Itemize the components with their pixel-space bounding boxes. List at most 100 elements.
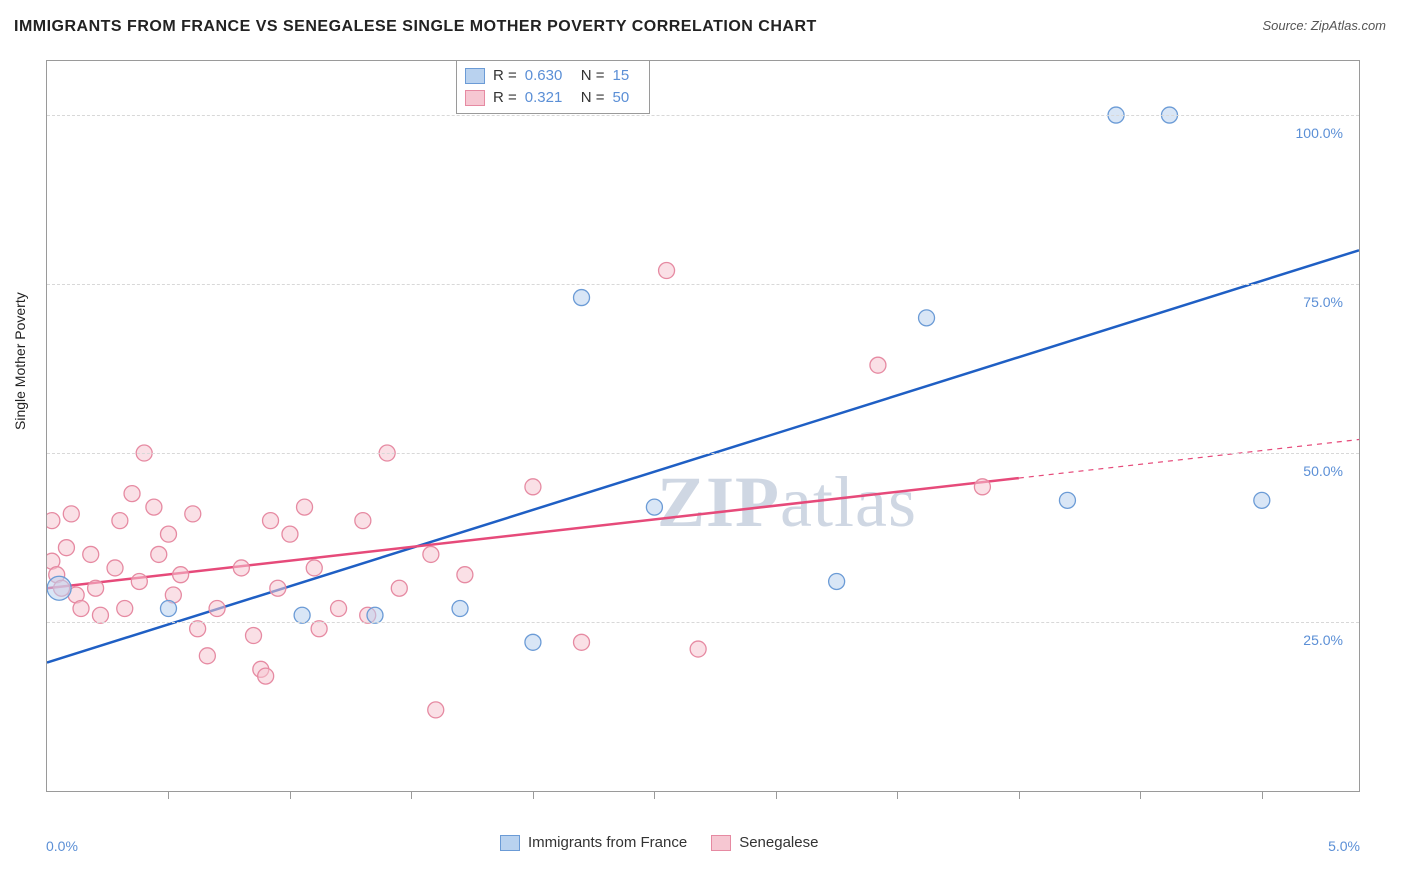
x-tick-label-max: 5.0% <box>1328 838 1360 854</box>
data-point-senegalese <box>83 546 99 562</box>
x-tick <box>1262 791 1263 799</box>
gridline-h <box>47 115 1359 116</box>
data-point-senegalese <box>574 634 590 650</box>
data-point-senegalese <box>117 601 133 617</box>
legend-bottom: Immigrants from France Senegalese <box>500 834 818 851</box>
x-tick <box>897 791 898 799</box>
legend-swatch <box>711 835 731 851</box>
data-point-senegalese <box>457 567 473 583</box>
data-point-senegalese <box>331 601 347 617</box>
data-point-senegalese <box>92 607 108 623</box>
legend-swatch <box>500 835 520 851</box>
x-tick-label-min: 0.0% <box>46 838 78 854</box>
legend-series-label: Immigrants from France <box>528 834 687 851</box>
x-tick <box>411 791 412 799</box>
legend-top-row: R = 0.630 N = 15 <box>465 65 641 87</box>
data-point-senegalese <box>870 357 886 373</box>
data-point-senegalese <box>270 580 286 596</box>
trend-line-france <box>47 250 1359 662</box>
data-point-senegalese <box>190 621 206 637</box>
data-point-senegalese <box>112 513 128 529</box>
y-tick-label: 50.0% <box>1303 463 1343 479</box>
data-point-senegalese <box>525 479 541 495</box>
legend-r-value: 0.321 <box>525 87 573 109</box>
data-point-senegalese <box>258 668 274 684</box>
plot-svg <box>47 61 1359 791</box>
legend-n-value: 50 <box>613 87 641 109</box>
data-point-senegalese <box>199 648 215 664</box>
legend-bottom-item: Immigrants from France <box>500 834 687 851</box>
data-point-france <box>47 576 71 600</box>
x-tick <box>1140 791 1141 799</box>
data-point-senegalese <box>124 486 140 502</box>
data-point-senegalese <box>311 621 327 637</box>
data-point-france <box>294 607 310 623</box>
legend-swatch <box>465 90 485 106</box>
x-tick <box>168 791 169 799</box>
data-point-senegalese <box>391 580 407 596</box>
data-point-france <box>1254 492 1270 508</box>
data-point-france <box>367 607 383 623</box>
data-point-france <box>919 310 935 326</box>
data-point-senegalese <box>73 601 89 617</box>
data-point-senegalese <box>263 513 279 529</box>
legend-series-label: Senegalese <box>739 834 818 851</box>
data-point-senegalese <box>160 526 176 542</box>
data-point-senegalese <box>88 580 104 596</box>
legend-top-row: R = 0.321 N = 50 <box>465 87 641 109</box>
data-point-france <box>525 634 541 650</box>
data-point-france <box>160 601 176 617</box>
data-point-senegalese <box>297 499 313 515</box>
data-point-senegalese <box>233 560 249 576</box>
data-point-senegalese <box>690 641 706 657</box>
data-point-senegalese <box>107 560 123 576</box>
legend-r-label: R = <box>493 87 517 109</box>
data-point-senegalese <box>306 560 322 576</box>
data-point-senegalese <box>209 601 225 617</box>
legend-n-label: N = <box>581 87 605 109</box>
x-tick <box>654 791 655 799</box>
legend-top: R = 0.630 N = 15 R = 0.321 N = 50 <box>456 60 650 114</box>
x-tick <box>290 791 291 799</box>
data-point-senegalese <box>146 499 162 515</box>
plot-area: ZIPatlas 25.0%50.0%75.0%100.0% <box>46 60 1360 792</box>
y-tick-label: 100.0% <box>1296 125 1343 141</box>
source-attribution: Source: ZipAtlas.com <box>1262 18 1386 33</box>
data-point-france <box>574 290 590 306</box>
data-point-senegalese <box>63 506 79 522</box>
gridline-h <box>47 453 1359 454</box>
data-point-senegalese <box>423 546 439 562</box>
legend-n-value: 15 <box>613 65 641 87</box>
data-point-senegalese <box>173 567 189 583</box>
page-root: IMMIGRANTS FROM FRANCE VS SENEGALESE SIN… <box>0 0 1406 892</box>
data-point-senegalese <box>355 513 371 529</box>
gridline-h <box>47 622 1359 623</box>
data-point-senegalese <box>47 513 60 529</box>
data-point-senegalese <box>428 702 444 718</box>
data-point-senegalese <box>151 546 167 562</box>
legend-r-label: R = <box>493 65 517 87</box>
y-tick-label: 25.0% <box>1303 632 1343 648</box>
data-point-france <box>452 601 468 617</box>
data-point-senegalese <box>185 506 201 522</box>
data-point-france <box>646 499 662 515</box>
legend-swatch <box>465 68 485 84</box>
x-tick <box>776 791 777 799</box>
data-point-senegalese <box>131 573 147 589</box>
legend-r-value: 0.630 <box>525 65 573 87</box>
legend-n-label: N = <box>581 65 605 87</box>
data-point-senegalese <box>246 628 262 644</box>
x-tick <box>1019 791 1020 799</box>
data-point-france <box>1059 492 1075 508</box>
y-tick-label: 75.0% <box>1303 294 1343 310</box>
y-axis-label: Single Mother Poverty <box>12 292 28 430</box>
data-point-senegalese <box>974 479 990 495</box>
chart-title: IMMIGRANTS FROM FRANCE VS SENEGALESE SIN… <box>14 18 817 36</box>
x-tick <box>533 791 534 799</box>
data-point-france <box>829 573 845 589</box>
data-point-senegalese <box>659 263 675 279</box>
data-point-senegalese <box>282 526 298 542</box>
data-point-senegalese <box>58 540 74 556</box>
gridline-h <box>47 284 1359 285</box>
legend-bottom-item: Senegalese <box>711 834 818 851</box>
